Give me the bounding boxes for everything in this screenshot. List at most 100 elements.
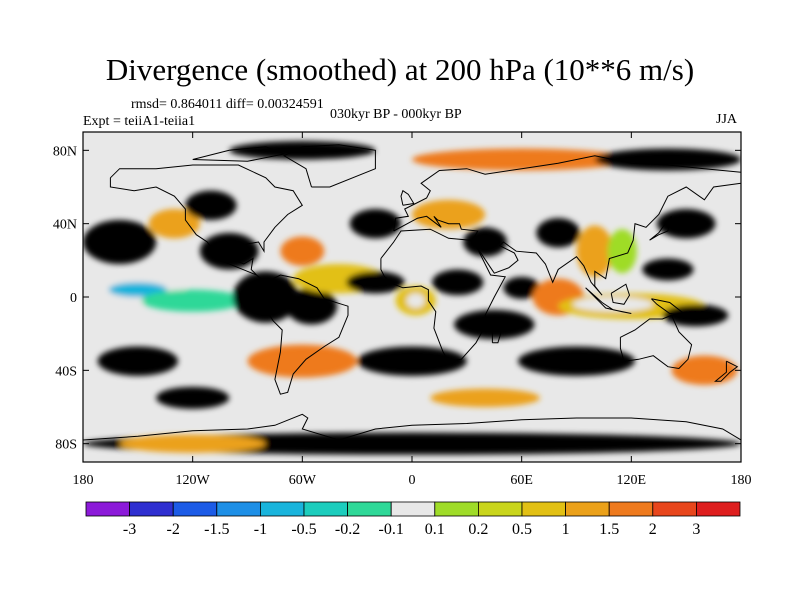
coastline-british-isles <box>400 189 415 206</box>
colorbar-box-13 <box>652 501 697 517</box>
field-anomaly-4 <box>245 280 279 307</box>
colorbar-box-7 <box>390 501 436 517</box>
lat-tick-label: 40S <box>55 364 77 379</box>
field-anomaly-41 <box>594 148 741 171</box>
coastline-australia <box>619 314 693 370</box>
field-anomaly-31 <box>357 346 467 376</box>
lat-tick-label: 80N <box>53 144 77 159</box>
coastline-eurasia <box>393 155 741 296</box>
lon-tick-label: 180 <box>73 473 94 488</box>
coastline-arctic-islands <box>192 146 286 162</box>
field-anomaly-20 <box>536 218 581 248</box>
field-anomaly-40 <box>229 141 376 160</box>
field-anomaly-12 <box>503 276 540 299</box>
field-anomaly-27 <box>349 209 402 239</box>
colorbar-label: 0.1 <box>425 521 445 538</box>
colorbar-label: 1 <box>562 521 570 538</box>
coastlines <box>83 144 741 441</box>
field-anomaly-38 <box>119 434 266 453</box>
coastline-indonesia <box>585 287 632 314</box>
coastline-borneo <box>610 283 631 305</box>
field-anomaly-5 <box>285 287 338 325</box>
colorbar-label: -3 <box>123 521 136 538</box>
lon-tick-label: 120E <box>617 473 647 488</box>
period-label: 030kyr BP - 000kyr BP <box>330 107 462 122</box>
field-anomaly-28 <box>463 227 508 257</box>
field-anomaly-24 <box>148 209 200 239</box>
field-anomaly-35 <box>156 386 230 409</box>
colorbar-label: 1.5 <box>599 521 619 538</box>
field-anomaly-18 <box>576 225 614 277</box>
stats-label: rmsd= 0.864011 diff= 0.00324591 <box>131 97 324 112</box>
coastline-north-america <box>109 164 303 283</box>
map-axes: 180 120W 60W 0 60E 120E 180 80N 40N 0 40S 80S <box>53 132 752 488</box>
coastline-south-america <box>263 274 349 395</box>
field-anomaly-16 <box>662 304 729 327</box>
colorbar-box-12 <box>608 501 654 517</box>
field-anomaly-25 <box>185 190 237 220</box>
field-anomaly-39 <box>412 148 632 171</box>
colorbar-label: -1 <box>254 521 267 538</box>
field-anomaly-17 <box>642 258 694 281</box>
colorbar-label: 3 <box>692 521 700 538</box>
colorbar-box-4 <box>259 501 305 517</box>
lon-tick-label: 120W <box>176 473 211 488</box>
plot-title: Divergence (smoothed) at 200 hPa (10**6 … <box>105 52 695 87</box>
field-anomaly-2 <box>141 289 244 312</box>
field-anomaly-33 <box>97 346 179 376</box>
colorbar-box-9 <box>477 501 523 517</box>
lat-tick-label: 0 <box>70 291 77 306</box>
colorbar-label: -0.2 <box>335 521 360 538</box>
lon-tick-label: 60W <box>289 473 317 488</box>
colorbar-box-2 <box>172 501 218 517</box>
coastline-new-zealand <box>714 360 739 382</box>
field-anomaly-21 <box>199 232 259 270</box>
field-anomaly-19 <box>607 229 637 274</box>
field-anomaly-36 <box>430 388 540 408</box>
coastline-madagascar <box>491 318 504 344</box>
coastline-japan <box>649 215 672 241</box>
colorbar-box-8 <box>434 501 479 517</box>
experiment-label: Expt = teiiA1-teiia1 <box>83 114 196 129</box>
colorbar-box-14 <box>696 501 741 517</box>
colorbar-label: -2 <box>167 521 180 538</box>
field-anomaly-23 <box>83 220 157 264</box>
colorbar-box-5 <box>303 501 348 517</box>
field-anomaly-22 <box>280 236 325 266</box>
field-anomaly-34 <box>671 355 738 386</box>
colorbar-box-3 <box>216 501 261 517</box>
coastline-africa <box>380 228 506 362</box>
field-anomaly-32 <box>518 346 635 376</box>
divergence-field <box>83 132 741 462</box>
field-anomaly-7 <box>346 271 405 294</box>
coastline-antarctica <box>83 413 741 441</box>
field-anomaly-10 <box>432 269 484 296</box>
field-anomaly-9 <box>406 293 425 308</box>
field-anomaly-26 <box>412 199 486 230</box>
field-anomaly-11 <box>454 309 535 340</box>
lat-tick-label: 80S <box>55 438 77 453</box>
field-anomaly-1 <box>108 282 168 297</box>
colorbar-label: 0.2 <box>468 521 488 538</box>
colorbar-label: -0.5 <box>291 521 316 538</box>
colorbar: -3 -2 -1.5 -1 -0.5 -0.2 -0.1 0.1 0.2 0.5 1 1.5 2 3 <box>85 501 741 538</box>
colorbar-box-0 <box>85 501 130 517</box>
lon-tick-label: 0 <box>409 473 416 488</box>
colorbar-box-11 <box>565 501 610 517</box>
colorbar-label: -0.1 <box>379 521 404 538</box>
colorbar-box-1 <box>129 501 174 517</box>
coastline-new-guinea <box>651 298 688 316</box>
colorbar-box-10 <box>521 501 566 517</box>
lon-tick-label: 60E <box>510 473 533 488</box>
colorbar-box-6 <box>347 501 392 517</box>
field-anomaly-30 <box>247 344 358 378</box>
colorbar-label: 2 <box>649 521 657 538</box>
colorbar-label: 0.5 <box>512 521 532 538</box>
lat-tick-label: 40N <box>53 218 77 233</box>
season-label: JJA <box>716 112 738 127</box>
field-anomaly-15 <box>572 297 654 312</box>
lon-tick-label: 180 <box>731 473 752 488</box>
coastline-greenland <box>283 144 376 188</box>
colorbar-label: -1.5 <box>204 521 229 538</box>
